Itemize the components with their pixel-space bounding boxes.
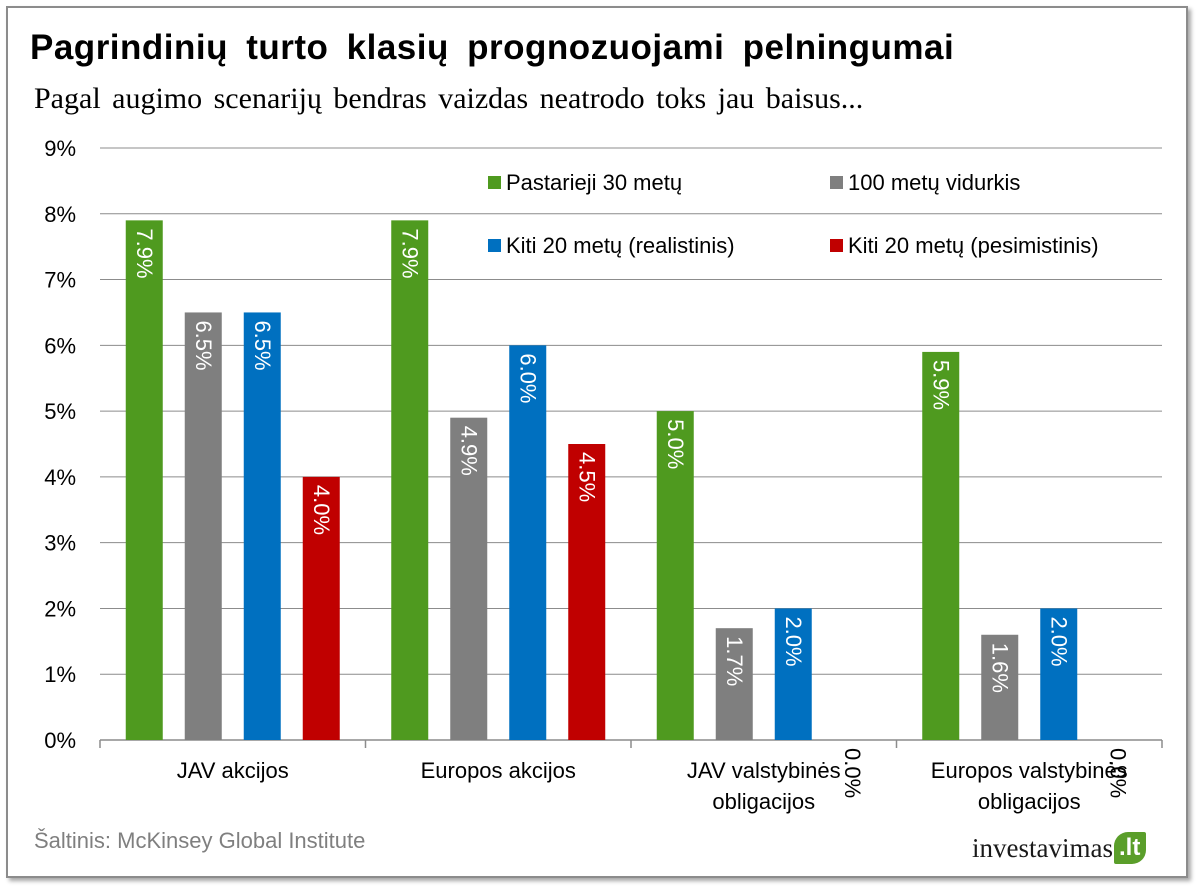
x-category-label: obligacijos bbox=[978, 789, 1081, 814]
data-label: 4.9% bbox=[456, 426, 481, 476]
y-tick-label: 2% bbox=[44, 596, 76, 621]
y-tick-label: 7% bbox=[44, 268, 76, 293]
bar bbox=[243, 312, 281, 740]
data-label: 1.6% bbox=[987, 643, 1012, 693]
bar bbox=[125, 220, 163, 740]
bar bbox=[922, 351, 960, 740]
x-category-label: JAV akcijos bbox=[177, 758, 289, 783]
bar bbox=[391, 220, 429, 740]
y-tick-label: 4% bbox=[44, 465, 76, 490]
data-label: 6.0% bbox=[515, 353, 540, 403]
data-label: 2.0% bbox=[781, 616, 806, 666]
legend-swatch bbox=[830, 176, 843, 189]
data-label: 6.5% bbox=[250, 320, 275, 370]
bar bbox=[1040, 608, 1078, 740]
y-tick-label: 6% bbox=[44, 333, 76, 358]
legend-label: Kiti 20 metų (pesimistinis) bbox=[848, 233, 1099, 258]
legend-label: Pastarieji 30 metų bbox=[506, 170, 682, 195]
x-category-label: Europos valstybinės bbox=[931, 758, 1128, 783]
y-tick-label: 1% bbox=[44, 662, 76, 687]
chart-subtitle: Pagal augimo scenarijų bendras vaizdas n… bbox=[34, 82, 864, 115]
y-tick-label: 9% bbox=[44, 136, 76, 161]
data-label: 7.9% bbox=[397, 228, 422, 278]
y-tick-label: 3% bbox=[44, 531, 76, 556]
bar bbox=[715, 628, 753, 740]
data-label: 6.5% bbox=[191, 320, 216, 370]
logo-tld: .lt bbox=[1113, 832, 1147, 864]
investavimas-logo: investavimas .lt bbox=[972, 820, 1147, 864]
y-tick-label: 5% bbox=[44, 399, 76, 424]
bar bbox=[568, 444, 606, 740]
data-label: 0.0% bbox=[1105, 748, 1130, 798]
data-label: 0.0% bbox=[840, 748, 865, 798]
y-tick-label: 0% bbox=[44, 728, 76, 753]
data-label: 2.0% bbox=[1046, 616, 1071, 666]
data-label: 4.5% bbox=[574, 452, 599, 502]
data-label: 4.0% bbox=[309, 485, 334, 535]
bar bbox=[509, 345, 547, 740]
legend-label: Kiti 20 metų (realistinis) bbox=[506, 233, 735, 258]
x-category-label: obligacijos bbox=[712, 789, 815, 814]
bar bbox=[774, 608, 812, 740]
y-tick-label: 8% bbox=[44, 202, 76, 227]
source-note: Šaltinis: McKinsey Global Institute bbox=[34, 828, 366, 853]
legend-swatch bbox=[488, 239, 501, 252]
logo-name: investavimas bbox=[972, 833, 1113, 863]
bar bbox=[184, 312, 222, 740]
legend-label: 100 metų vidurkis bbox=[848, 170, 1020, 195]
data-label: 5.0% bbox=[663, 419, 688, 469]
legend-swatch bbox=[830, 239, 843, 252]
bar bbox=[656, 411, 694, 740]
bar bbox=[981, 634, 1019, 740]
chart-title: Pagrindinių turto klasių prognozuojami p… bbox=[30, 28, 955, 67]
x-category-label: Europos akcijos bbox=[421, 758, 576, 783]
data-label: 1.7% bbox=[722, 636, 747, 686]
x-category-label: JAV valstybinės bbox=[687, 758, 841, 783]
legend-swatch bbox=[488, 176, 501, 189]
data-label: 5.9% bbox=[928, 360, 953, 410]
bar bbox=[450, 417, 488, 740]
bar bbox=[302, 476, 340, 740]
data-label: 7.9% bbox=[132, 228, 157, 278]
